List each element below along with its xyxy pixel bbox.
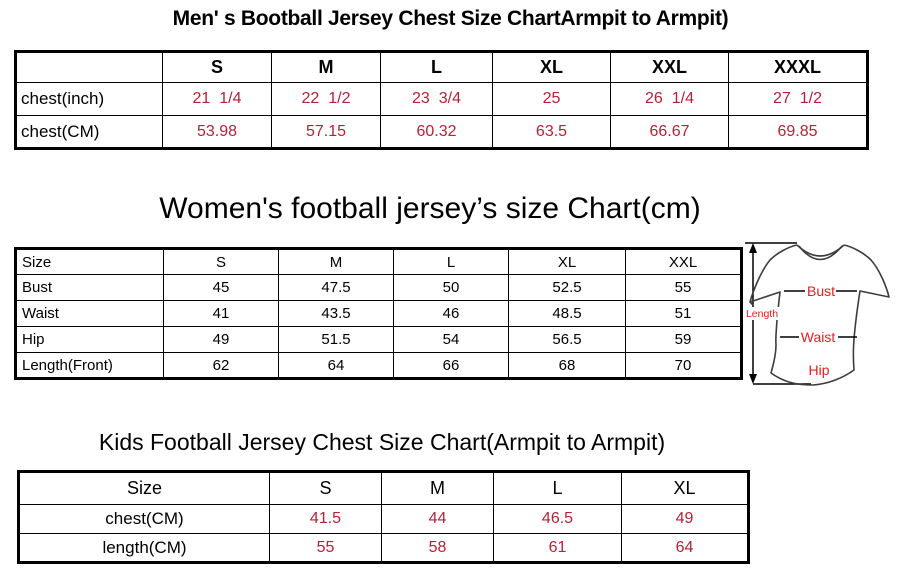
column-header: S: [163, 248, 279, 275]
cell-value: 23 3/4: [380, 82, 493, 116]
cell-value: 58: [381, 533, 494, 563]
column-header: S: [162, 51, 272, 83]
column-header: Size: [18, 471, 270, 505]
tshirt-measurement-diagram: Bust Waist Hip Length: [745, 242, 890, 386]
column-header: XL: [508, 248, 626, 275]
cell-value: 48.5: [508, 300, 626, 327]
cell-value: 66.67: [610, 115, 729, 149]
cell-value: 49: [621, 504, 749, 534]
cell-value: 64: [621, 533, 749, 563]
womens-size-table: Size S M L XL XXL Bust 45 47.5 50 52.5 5…: [14, 247, 743, 380]
tshirt-outline: [749, 244, 890, 386]
cell-value: 55: [625, 274, 742, 301]
column-header: L: [393, 248, 509, 275]
table-row: Bust 45 47.5 50 52.5 55: [15, 274, 742, 301]
cell-value: 55: [269, 533, 382, 563]
table-header-row: S M L XL XXL XXXL: [15, 51, 868, 83]
cell-value: 63.5: [492, 115, 611, 149]
row-label: Length(Front): [15, 352, 164, 379]
cell-value: 46: [393, 300, 509, 327]
row-label: Bust: [15, 274, 164, 301]
row-label: length(CM): [18, 533, 270, 563]
mens-size-table: S M L XL XXL XXXL chest(inch) 21 1/4 22 …: [14, 50, 869, 150]
column-header: M: [271, 51, 381, 83]
column-header: Size: [15, 248, 164, 275]
row-label: chest(inch): [15, 82, 163, 116]
length-label: Length: [746, 308, 778, 320]
cell-value: 53.98: [162, 115, 272, 149]
row-label: chest(CM): [18, 504, 270, 534]
row-label: chest(CM): [15, 115, 163, 149]
cell-value: 45: [163, 274, 279, 301]
bust-label: Bust: [807, 283, 835, 299]
hip-label: Hip: [808, 362, 829, 378]
table-row: Hip 49 51.5 54 56.5 59: [15, 326, 742, 353]
cell-value: 22 1/2: [271, 82, 381, 116]
kids-chart-title: Kids Football Jersey Chest Size Chart(Ar…: [98, 429, 666, 455]
column-header: L: [380, 51, 493, 83]
table-row: Length(Front) 62 64 66 68 70: [15, 352, 742, 379]
cell-value: 26 1/4: [610, 82, 729, 116]
cell-value: 54: [393, 326, 509, 353]
length-label-backdrop: [745, 307, 779, 320]
cell-value: 27 1/2: [728, 82, 868, 116]
cell-value: 57.15: [271, 115, 381, 149]
table-row: chest(CM) 41.5 44 46.5 49: [18, 504, 749, 534]
cell-value: 60.32: [380, 115, 493, 149]
table-row: length(CM) 55 58 61 64: [18, 533, 749, 563]
column-header: M: [278, 248, 394, 275]
row-label: Waist: [15, 300, 164, 327]
column-header: L: [493, 471, 622, 505]
column-header: XXL: [610, 51, 729, 83]
waist-label: Waist: [801, 329, 836, 345]
cell-value: 64: [278, 352, 394, 379]
column-header: XL: [621, 471, 749, 505]
column-header: S: [269, 471, 382, 505]
womens-chart-title: Women's football jersey’s size Chart(cm): [159, 192, 701, 225]
cell-value: 50: [393, 274, 509, 301]
cell-value: 61: [493, 533, 622, 563]
column-header: XXL: [625, 248, 742, 275]
row-label: Hip: [15, 326, 164, 353]
table-row: chest(CM) 53.98 57.15 60.32 63.5 66.67 6…: [15, 115, 868, 149]
cell-value: 51: [625, 300, 742, 327]
cell-value: 68: [508, 352, 626, 379]
cell-value: 62: [163, 352, 279, 379]
column-header: XL: [492, 51, 611, 83]
cell-value: 41: [163, 300, 279, 327]
mens-chart-title: Men' s Bootball Jersey Chest Size ChartA…: [172, 7, 729, 30]
cell-value: 56.5: [508, 326, 626, 353]
table-row: chest(inch) 21 1/4 22 1/2 23 3/4 25 26 1…: [15, 82, 868, 116]
column-header: XXXL: [728, 51, 868, 83]
cell-value: 25: [492, 82, 611, 116]
cell-value: 59: [625, 326, 742, 353]
cell-value: 69.85: [728, 115, 868, 149]
cell-value: 70: [625, 352, 742, 379]
table-row: Waist 41 43.5 46 48.5 51: [15, 300, 742, 327]
cell-value: 51.5: [278, 326, 394, 353]
cell-value: 52.5: [508, 274, 626, 301]
cell-value: 41.5: [269, 504, 382, 534]
cell-value: 47.5: [278, 274, 394, 301]
column-header: [15, 51, 163, 83]
column-header: M: [381, 471, 494, 505]
cell-value: 43.5: [278, 300, 394, 327]
cell-value: 46.5: [493, 504, 622, 534]
cell-value: 44: [381, 504, 494, 534]
kids-size-table: Size S M L XL chest(CM) 41.5 44 46.5 49 …: [17, 470, 750, 564]
cell-value: 49: [163, 326, 279, 353]
table-header-row: Size S M L XL: [18, 471, 749, 505]
cell-value: 21 1/4: [162, 82, 272, 116]
cell-value: 66: [393, 352, 509, 379]
table-header-row: Size S M L XL XXL: [15, 248, 742, 275]
